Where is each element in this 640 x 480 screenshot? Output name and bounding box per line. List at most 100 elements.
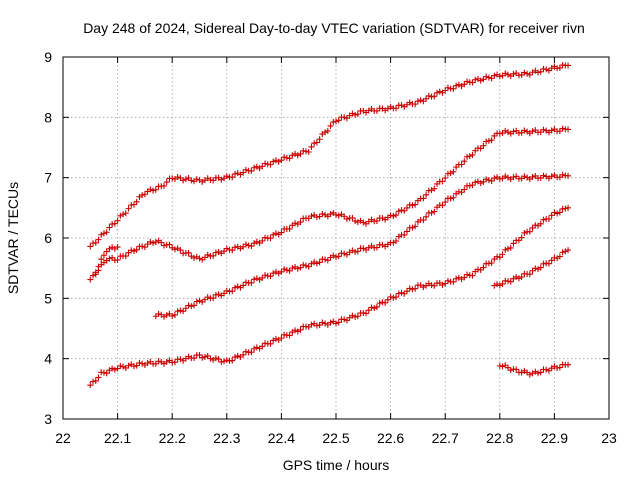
data-point: [193, 176, 200, 183]
data-point: [185, 249, 192, 256]
data-point: [485, 74, 492, 81]
data-point: [423, 213, 430, 220]
data-point: [352, 111, 359, 118]
data-point: [136, 359, 143, 366]
data-point: [308, 321, 315, 328]
data-point: [204, 352, 211, 359]
data-point: [545, 215, 552, 222]
data-point: [92, 269, 99, 276]
data-point: [259, 237, 266, 244]
data-point: [477, 77, 484, 84]
data-point: [294, 152, 301, 159]
data-point: [333, 118, 339, 125]
data-point: [322, 320, 329, 327]
x-tick-labels: 22 22.1 22.2 22.3 22.4 22.5 22.6 22.7 22.8 22.9 23: [55, 430, 617, 446]
data-point: [461, 186, 468, 193]
data-point: [155, 358, 162, 365]
axis-ticks: [62, 56, 610, 420]
data-point: [455, 274, 462, 281]
data-point: [535, 69, 542, 76]
data-point: [144, 360, 151, 367]
data-point: [458, 189, 465, 196]
data-point: [218, 358, 225, 365]
data-point: [322, 256, 329, 263]
data-point: [308, 143, 315, 150]
data-point: [251, 164, 258, 171]
data-point: [210, 295, 217, 302]
data-point: [212, 355, 219, 362]
data-point: [278, 268, 285, 275]
data-point: [240, 169, 247, 176]
data-point: [521, 127, 528, 134]
data-point: [423, 191, 430, 198]
data-point: [556, 253, 563, 260]
data-point: [313, 322, 320, 329]
data-point: [444, 170, 451, 177]
data-point: [551, 209, 558, 216]
data-point: [480, 178, 487, 185]
data-point: [343, 317, 350, 324]
data-point: [292, 150, 299, 157]
data-point: [341, 250, 348, 257]
data-point: [565, 361, 572, 368]
y-tick-label: 6: [44, 230, 52, 246]
data-point: [412, 223, 419, 230]
data-point: [316, 136, 323, 143]
data-point: [393, 294, 400, 301]
data-point: [150, 187, 157, 194]
data-point: [565, 204, 572, 211]
data-point: [139, 243, 146, 250]
data-point: [515, 275, 522, 282]
data-point: [133, 198, 140, 205]
data-point: [499, 280, 506, 287]
data-point: [354, 248, 361, 255]
data-point: [491, 282, 498, 289]
data-point: [393, 237, 400, 244]
data-point: [122, 210, 129, 217]
data-point: [171, 359, 178, 366]
data-point: [177, 247, 184, 254]
data-point: [163, 179, 170, 186]
data-point: [207, 355, 214, 362]
data-point: [439, 281, 446, 288]
data-point: [316, 259, 323, 266]
data-point: [147, 186, 154, 193]
data-point: [526, 228, 533, 235]
data-point: [442, 87, 449, 94]
data-point: [150, 240, 157, 247]
data-point: [215, 291, 222, 298]
data-point: [401, 231, 408, 238]
data-point: [242, 279, 249, 286]
data-point: [485, 137, 492, 144]
data-point: [311, 259, 318, 266]
data-point: [180, 308, 187, 315]
data-point: [352, 248, 359, 255]
data-point: [100, 230, 107, 237]
data-point: [414, 98, 421, 105]
data-point: [354, 313, 361, 320]
data-point: [483, 73, 490, 80]
data-point: [199, 354, 206, 361]
data-point: [169, 175, 176, 182]
data-point: [106, 224, 113, 231]
data-point: [483, 138, 490, 145]
data-point: [133, 246, 140, 253]
data-point: [395, 290, 402, 297]
data-point: [428, 187, 435, 194]
data-point: [480, 264, 487, 271]
data-point: [174, 174, 181, 181]
plot-frame: [62, 56, 610, 420]
data-point: [398, 289, 405, 296]
data-point: [171, 311, 178, 318]
data-point: [270, 231, 277, 238]
data-point: [300, 261, 307, 268]
data-point: [191, 302, 198, 309]
data-point: [352, 314, 359, 321]
data-point: [196, 255, 203, 262]
x-tick-label: 22.1: [104, 430, 131, 446]
data-point: [425, 92, 432, 99]
data-point: [289, 265, 296, 272]
data-point: [480, 76, 487, 83]
data-point: [382, 299, 389, 306]
data-point: [403, 204, 410, 211]
